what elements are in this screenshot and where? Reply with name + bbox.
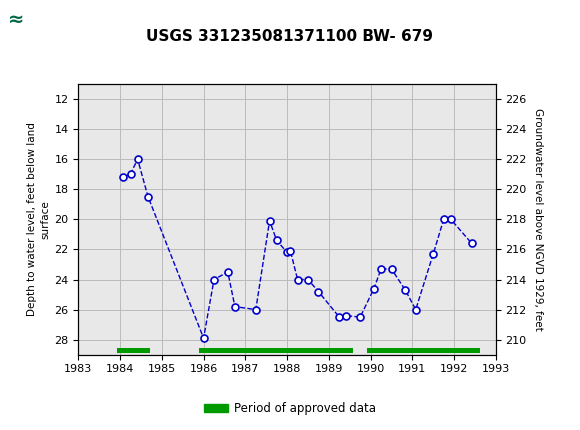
Bar	[367, 348, 480, 353]
Bar	[117, 348, 150, 353]
Text: USGS: USGS	[61, 10, 116, 28]
FancyBboxPatch shape	[6, 4, 55, 34]
Bar	[198, 348, 353, 353]
Y-axis label: Depth to water level, feet below land
surface: Depth to water level, feet below land su…	[27, 123, 50, 316]
Y-axis label: Groundwater level above NGVD 1929, feet: Groundwater level above NGVD 1929, feet	[532, 108, 542, 331]
Text: ≈: ≈	[8, 9, 24, 28]
Text: USGS 331235081371100 BW- 679: USGS 331235081371100 BW- 679	[147, 29, 433, 44]
Legend: Period of approved data: Period of approved data	[200, 397, 380, 420]
